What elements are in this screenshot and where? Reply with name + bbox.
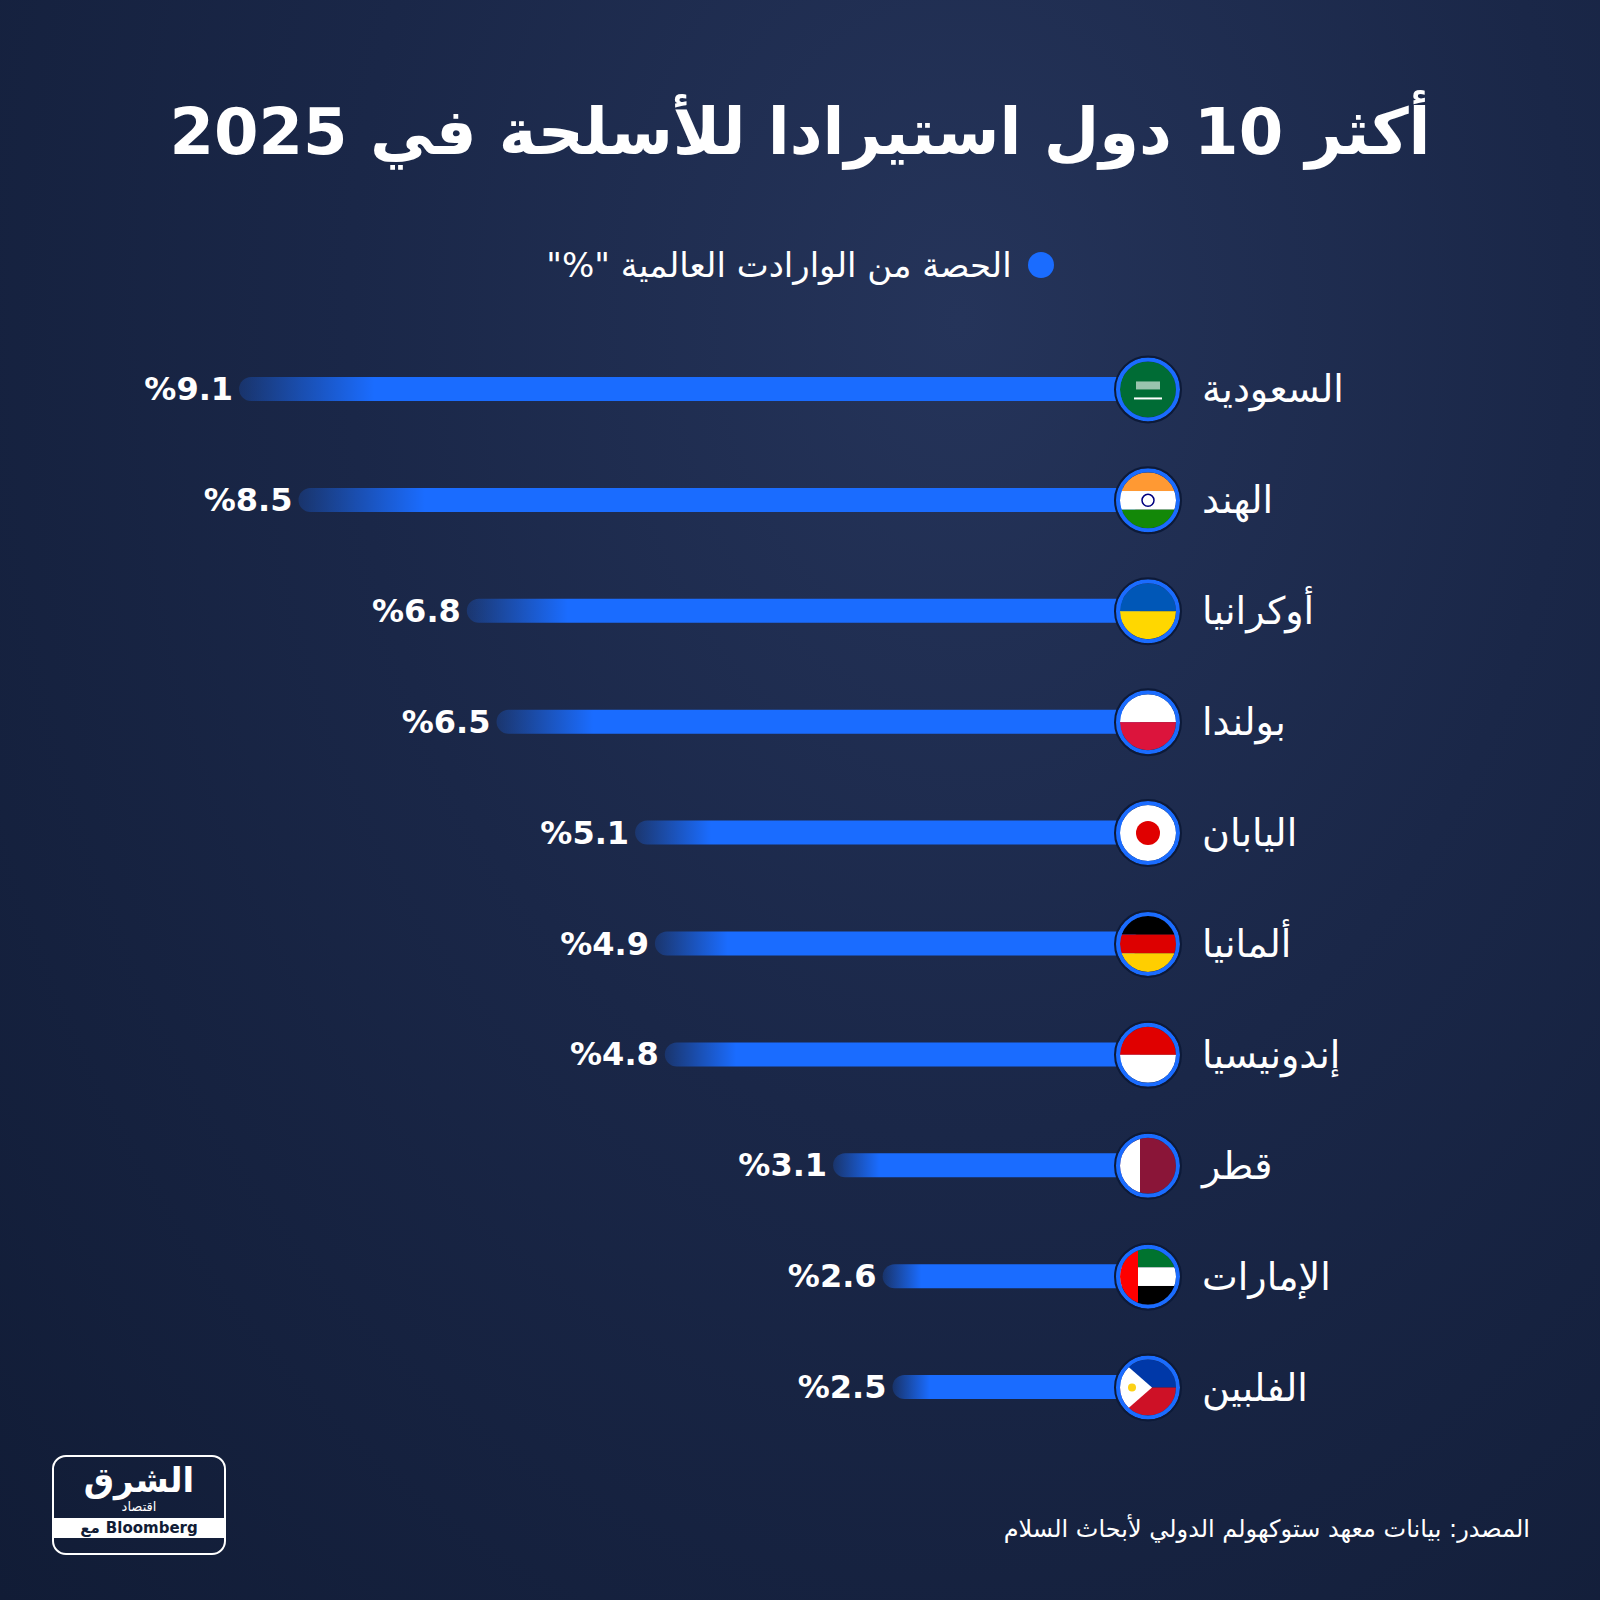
svg-text:%5.1: %5.1 bbox=[540, 814, 629, 852]
svg-text:الإمارات: الإمارات bbox=[1202, 1255, 1331, 1300]
html-text:اقتصاد: اقتصاد bbox=[121, 1499, 157, 1514]
svg-text:%2.5: %2.5 bbox=[798, 1368, 887, 1406]
html-text:المصدر: بيانات معهد ستوكهولم ا: المصدر: بيانات معهد ستوكهولم الدولي لأبح… bbox=[1003, 1515, 1530, 1543]
svg-text:الهند: الهند bbox=[1202, 478, 1273, 523]
svg-text:ألمانيا: ألمانيا bbox=[1202, 919, 1291, 966]
html-text:الحصة من الوارادت العالمية "%": الحصة من الوارادت العالمية "%" bbox=[546, 245, 1012, 285]
svg-text:%8.5: %8.5 bbox=[204, 481, 293, 519]
svg-text:%4.9: %4.9 bbox=[560, 925, 649, 963]
svg-text:%6.5: %6.5 bbox=[402, 703, 491, 741]
html-text:أكثر 10 دول استيرادا للأسلحة ف: أكثر 10 دول استيرادا للأسلحة في 2025 bbox=[169, 95, 1431, 169]
svg-text:السعودية: السعودية bbox=[1202, 367, 1344, 412]
svg-text:الفلبين: الفلبين bbox=[1202, 1366, 1308, 1411]
svg-text:إندونيسيا: إندونيسيا bbox=[1202, 1033, 1340, 1078]
html-text:الشرق: الشرق bbox=[83, 1460, 195, 1500]
svg-text:%2.6: %2.6 bbox=[788, 1257, 877, 1295]
svg-text:%9.1: %9.1 bbox=[144, 370, 233, 408]
svg-text:%3.1: %3.1 bbox=[738, 1146, 827, 1184]
html-text:مع Bloomberg: مع Bloomberg bbox=[80, 1519, 198, 1537]
svg-text:%6.8: %6.8 bbox=[372, 592, 461, 630]
svg-text:اليابان: اليابان bbox=[1202, 811, 1297, 855]
svg-text:%4.8: %4.8 bbox=[570, 1035, 659, 1073]
svg-text:قطر: قطر bbox=[1200, 1144, 1272, 1189]
svg-text:بولندا: بولندا bbox=[1202, 700, 1286, 745]
svg-text:أوكرانيا: أوكرانيا bbox=[1202, 586, 1314, 634]
